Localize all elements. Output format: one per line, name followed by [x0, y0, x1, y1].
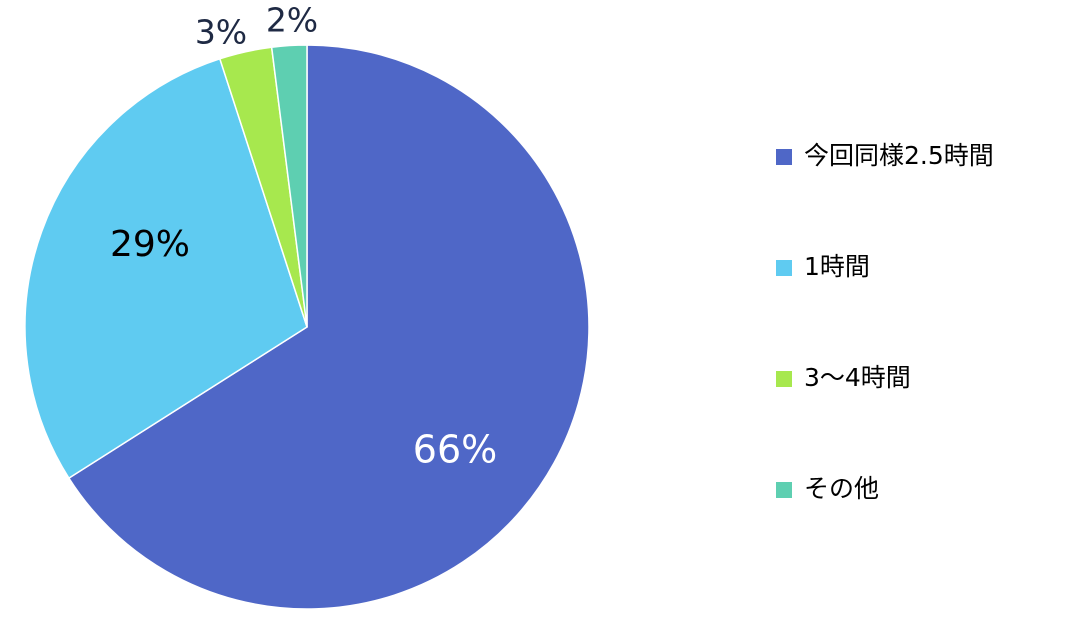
pie-slice	[67, 44, 590, 610]
legend-swatch	[776, 260, 792, 276]
legend-label: 3～4時間	[804, 363, 911, 392]
pie-slice	[270, 44, 308, 328]
legend-swatch	[776, 371, 792, 387]
pie-data-label: 2%	[266, 1, 318, 40]
legend-label: 今回同様2.5時間	[804, 141, 994, 170]
pie-data-label: 3%	[195, 13, 247, 52]
pie-data-labels: 66% 29% 3% 2%	[110, 1, 497, 472]
legend-label: その他	[804, 474, 879, 503]
pie-slices	[24, 44, 590, 610]
legend-label: 1時間	[804, 252, 870, 281]
pie-data-label: 29%	[110, 224, 190, 265]
legend-swatch	[776, 482, 792, 498]
pie-data-label: 66%	[413, 428, 497, 472]
pie-slice	[24, 57, 308, 480]
legend-swatch	[776, 149, 792, 165]
